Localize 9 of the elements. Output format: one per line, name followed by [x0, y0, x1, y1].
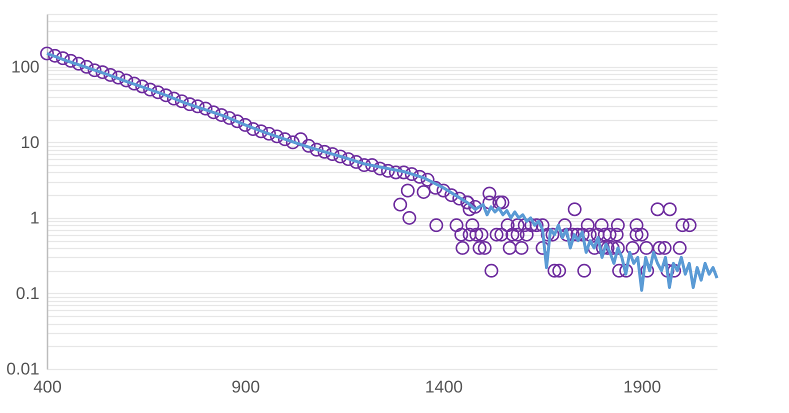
y-tick-label: 0.01	[6, 360, 40, 378]
x-tick-label: 900	[232, 378, 260, 396]
y-tick-label: 100	[11, 57, 40, 76]
x-tick-label: 1400	[425, 378, 463, 396]
y-tick-label: 1	[30, 208, 40, 228]
y-tick-label: 10	[20, 132, 40, 152]
y-tick-label: 0.1	[16, 284, 40, 303]
x-tick-label: 1900	[623, 378, 662, 396]
x-tick-label: 400	[33, 378, 62, 396]
